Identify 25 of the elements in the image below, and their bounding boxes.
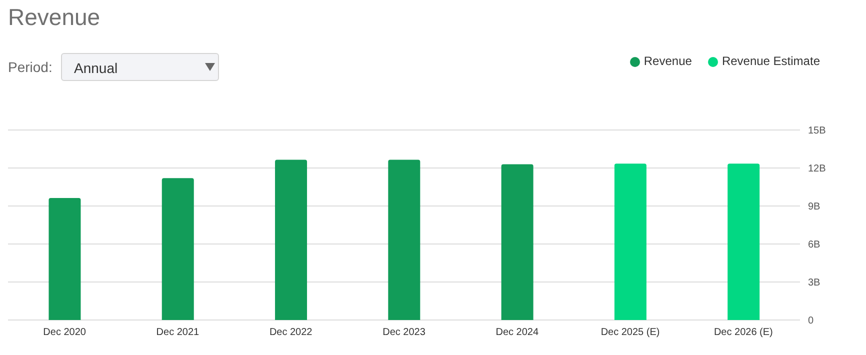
x-tick-label: Dec 2025 (E)	[600, 327, 660, 338]
bar	[162, 178, 194, 320]
legend-label: Revenue	[644, 54, 692, 68]
y-tick-label: 3B	[808, 278, 821, 289]
y-tick-label: 12B	[808, 164, 826, 175]
bar	[501, 164, 534, 320]
dropdown-field: Annual	[61, 53, 219, 81]
bar	[48, 198, 81, 320]
x-tick-label: Dec 2021	[156, 327, 200, 338]
y-tick-label: 0	[808, 316, 814, 327]
bar	[614, 164, 646, 320]
y-tick-label: 6B	[808, 240, 821, 251]
x-tick-label: Dec 2020	[43, 327, 86, 338]
y-tick-label: 15B	[808, 126, 826, 137]
x-tick-label: Dec 2023	[382, 327, 426, 338]
text: Period:	[8, 59, 52, 75]
chart-title: Revenue	[8, 4, 100, 31]
bar	[728, 164, 760, 320]
x-tick-label: Dec 2022	[269, 327, 313, 338]
x-tick-label: Dec 2026 (E)	[714, 327, 773, 338]
bar	[275, 160, 308, 320]
bar	[388, 160, 420, 320]
legend-label: Revenue Estimate	[722, 54, 820, 68]
y-tick-label: 9B	[808, 202, 821, 213]
x-tick-label: Dec 2024	[496, 327, 539, 338]
